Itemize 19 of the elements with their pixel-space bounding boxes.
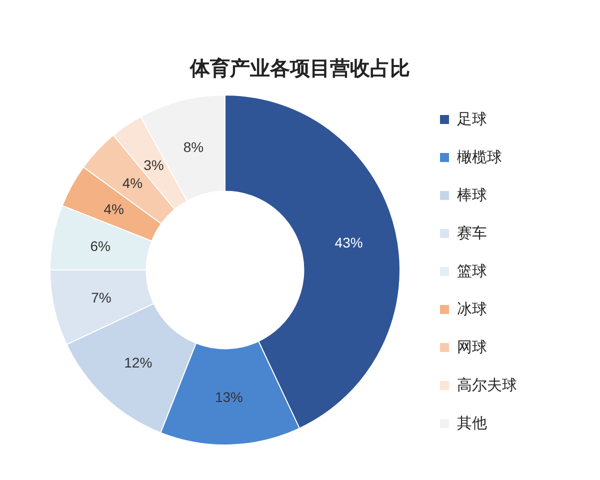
legend-label: 冰球 [457, 300, 487, 318]
data-label: 3% [144, 157, 164, 174]
data-label: 13% [214, 388, 243, 405]
legend-label: 棒球 [457, 186, 487, 204]
legend-label: 赛车 [457, 224, 487, 242]
data-label: 6% [90, 238, 110, 254]
legend-label: 足球 [457, 110, 487, 128]
data-label: 4% [104, 200, 124, 217]
legend-label: 其他 [457, 414, 487, 432]
chart-title: 体育产业各项目营收占比 [189, 56, 410, 80]
data-label: 43% [334, 234, 363, 250]
data-label: 7% [91, 290, 112, 306]
legend-label: 高尔夫球 [457, 376, 517, 394]
data-label: 12% [124, 354, 152, 370]
legend-label: 篮球 [457, 262, 487, 280]
legend-label: 网球 [457, 338, 487, 356]
data-label: 8% [183, 139, 204, 156]
legend-label: 橄榄球 [457, 148, 502, 166]
data-label: 4% [122, 175, 143, 192]
